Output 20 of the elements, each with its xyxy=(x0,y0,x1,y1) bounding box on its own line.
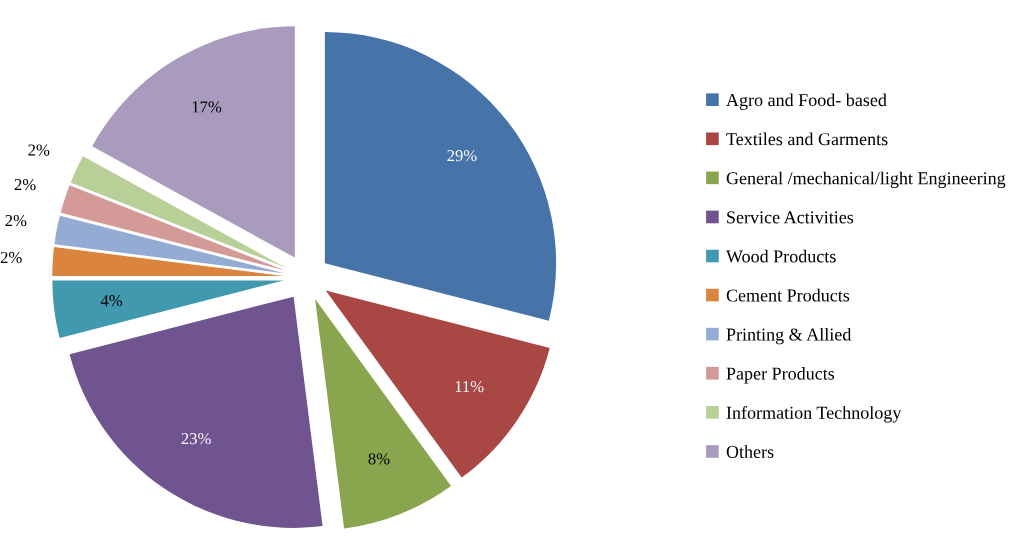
legend-label: Paper Products xyxy=(726,367,835,384)
data-label: 4% xyxy=(100,295,123,307)
legend-label: Wood Products xyxy=(725,249,836,263)
data-label: 2% xyxy=(14,178,36,191)
data-label: 2% xyxy=(28,144,50,156)
legend-label: Agro and Food- based xyxy=(726,93,887,110)
legend-label: Service Activities xyxy=(727,211,854,224)
legend-label: Others xyxy=(726,445,774,458)
data-label: 17% xyxy=(192,101,222,113)
data-label: 11% xyxy=(455,380,484,393)
legend-label: General /mechanical/light Engineering xyxy=(726,171,1006,189)
legend-label: Printing & Allied xyxy=(726,327,852,345)
data-label: 29% xyxy=(447,149,477,162)
legend-label: Information Technology xyxy=(726,405,902,423)
data-label: 23% xyxy=(181,433,211,445)
legend-label: Textiles and Garments xyxy=(726,132,888,146)
legend-label: Cement Products xyxy=(726,288,850,302)
data-label: 2% xyxy=(0,251,22,264)
data-label: 8% xyxy=(368,453,390,465)
data-label: 2% xyxy=(5,214,27,227)
